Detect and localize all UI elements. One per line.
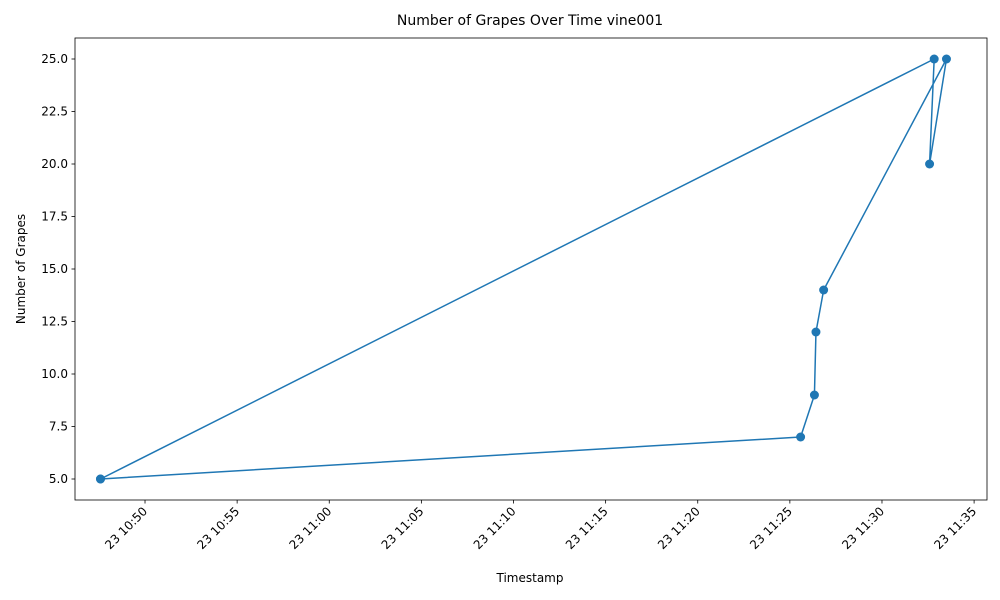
x-tick-label: 23 10:55 — [194, 504, 242, 552]
y-axis: 5.0 7.5 10.0 12.5 15.0 17.5 20.0 22.5 25.0 — [41, 52, 75, 486]
data-point — [819, 285, 829, 295]
x-tick-label: 23 10:50 — [102, 504, 150, 552]
y-axis-label: Number of Grapes — [14, 214, 28, 324]
data-point — [929, 54, 939, 64]
data-point — [796, 432, 806, 442]
data-point — [95, 474, 105, 484]
y-tick-label: 10.0 — [41, 367, 68, 381]
data-point — [941, 54, 951, 64]
x-tick-label: 23 11:35 — [931, 504, 979, 552]
x-tick-label: 23 11:25 — [747, 504, 795, 552]
plot-frame — [74, 37, 988, 501]
y-tick-label: 12.5 — [41, 315, 68, 329]
x-tick-label: 23 11:20 — [655, 504, 703, 552]
y-tick-label: 5.0 — [49, 472, 68, 486]
chart-title: Number of Grapes Over Time vine001 — [397, 13, 663, 29]
plot-area — [74, 37, 988, 501]
y-tick-label: 25.0 — [41, 52, 68, 66]
x-tick-label: 23 11:05 — [379, 504, 427, 552]
x-tick-label: 23 11:15 — [563, 504, 611, 552]
x-tick-label: 23 11:00 — [287, 504, 335, 552]
series-line — [100, 58, 948, 480]
y-tick-label: 20.0 — [41, 157, 68, 171]
x-tick-label: 23 11:30 — [839, 504, 887, 552]
x-axis: 23 10:50 23 10:55 23 11:00 23 11:05 23 11:10… — [102, 500, 979, 552]
x-tick-label: 23 11:10 — [471, 504, 519, 552]
x-axis-label: Timestamp — [496, 571, 564, 585]
y-tick-label: 22.5 — [41, 105, 68, 119]
y-tick-label: 15.0 — [41, 262, 68, 276]
data-point — [811, 327, 821, 337]
data-point — [925, 159, 935, 169]
data-point — [809, 390, 819, 400]
y-tick-label: 7.5 — [49, 420, 68, 434]
y-tick-label: 17.5 — [41, 210, 68, 224]
